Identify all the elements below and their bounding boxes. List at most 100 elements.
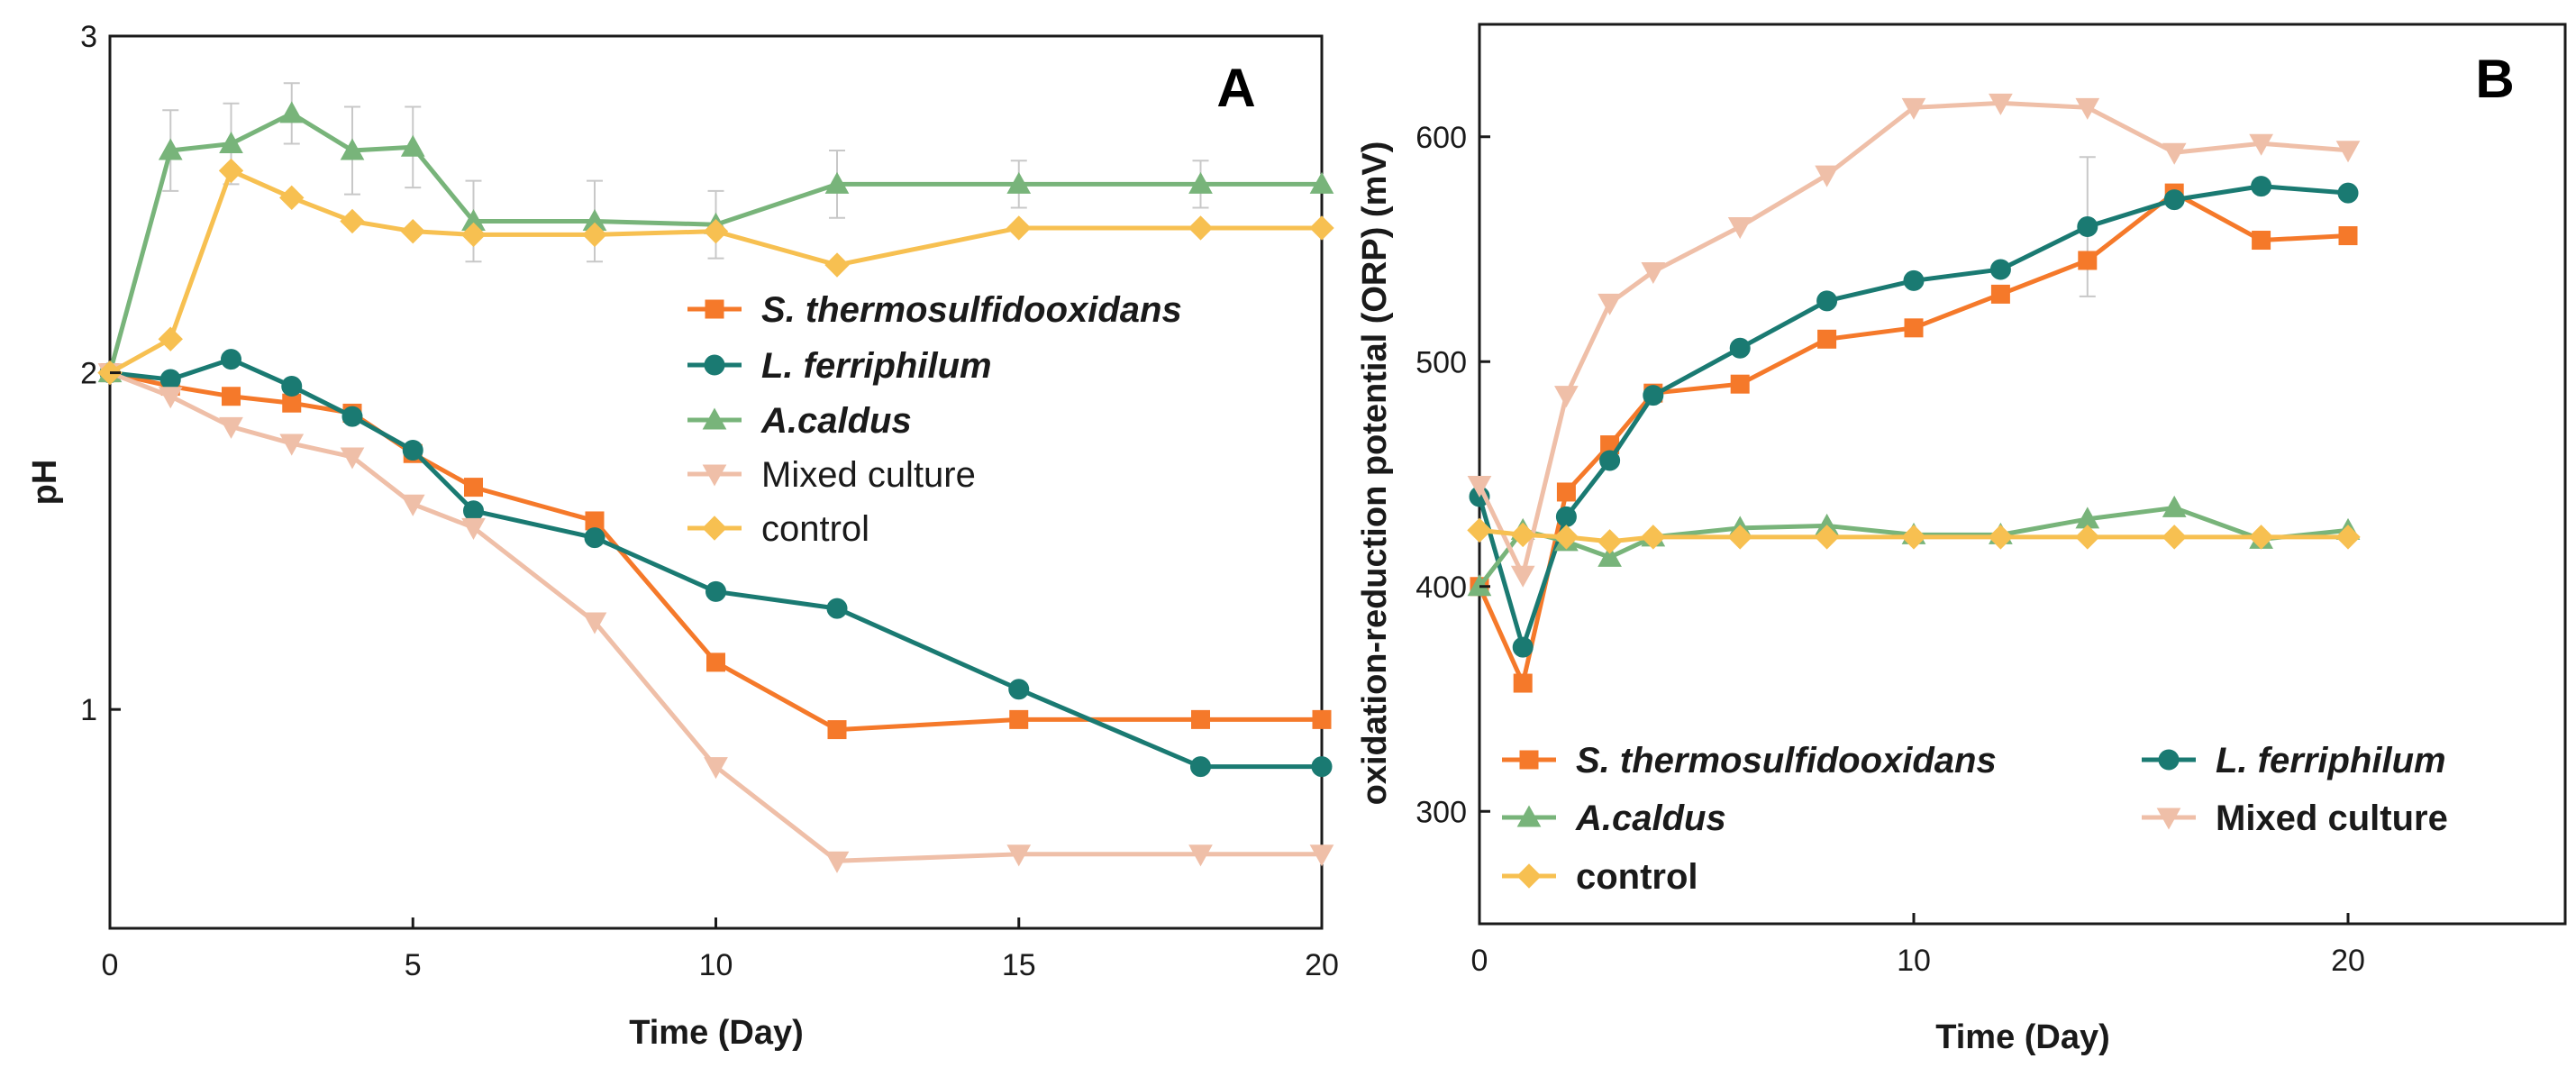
panel-a-data-point-mixed-culture	[340, 447, 365, 470]
panel-b-data-point-s-thermosulfidooxidans	[2252, 231, 2271, 251]
panel-b-data-point-s-thermosulfidooxidans	[1817, 329, 1837, 349]
panel-b-y-tick-label: 400	[1415, 570, 1467, 605]
panel-a-y-tick-label: 1	[80, 693, 97, 727]
panel-b-data-point-mixed-culture	[1815, 165, 1839, 187]
panel-b-frame	[1478, 23, 2567, 926]
panel-a-data-point-s-thermosulfidooxidans	[464, 478, 483, 497]
panel-b-data-point-l-ferriphilum	[2077, 216, 2098, 238]
panel-a-data-point-s-thermosulfidooxidans	[585, 511, 605, 531]
panel-b-data-point-control	[1727, 525, 1752, 550]
panel-b-y-tick-label: 600	[1415, 121, 1467, 155]
panel-a-x-tick-label: 0	[102, 948, 119, 982]
panel-b-legend-label-s-thermosulfidooxidans: S. thermosulfidooxidans	[1576, 741, 1997, 780]
panel-b-data-point-a-caldus	[1597, 544, 1622, 567]
panel-b-data-point-l-ferriphilum	[1512, 636, 1534, 658]
panel-b-data-point-control	[1597, 529, 1623, 554]
panel-a-data-point-a-caldus	[400, 134, 425, 157]
panel-a-data-point-a-caldus	[1309, 171, 1334, 194]
panel-a-data-point-s-thermosulfidooxidans	[1009, 709, 1029, 729]
panel-b-axes: 0 10 20 300 400 500 600	[1415, 121, 2365, 978]
panel-a-data-point-a-caldus	[1006, 171, 1032, 194]
panel-b-data-point-mixed-culture	[1467, 475, 1492, 498]
panel-a-legend-label-a-caldus: A.caldus	[760, 401, 912, 441]
panel-a-data-point-control	[218, 158, 244, 184]
panel-b-data-point-s-thermosulfidooxidans	[1556, 482, 1576, 502]
panel-a-data-point-l-ferriphilum	[705, 580, 726, 602]
panel-a-data-point-l-ferriphilum	[1008, 679, 1030, 700]
panel-a-x-tick-label: 20	[1305, 948, 1339, 982]
panel-b-y-tick-label: 500	[1415, 345, 1467, 379]
panel-b-data-point-l-ferriphilum	[1643, 385, 1664, 406]
panel-a-data-point-a-caldus	[158, 138, 183, 160]
panel-a-x-tick-label: 10	[699, 948, 733, 982]
panel-a-data-point-mixed-culture	[219, 416, 243, 439]
panel-b-data-point-mixed-culture	[2335, 141, 2361, 163]
panel-a-data-point-mixed-culture	[1309, 844, 1334, 867]
panel-b-data-point-s-thermosulfidooxidans	[1990, 284, 2010, 304]
panel-b-data-point-control	[2248, 525, 2274, 550]
panel-a-data-point-l-ferriphilum	[402, 440, 423, 461]
panel-a-data-point-l-ferriphilum	[826, 598, 848, 619]
panel-b-data-point-mixed-culture	[1554, 386, 1579, 408]
panel-b-y-axis-title: oxidation-reduction potential (ORP) (mV)	[1356, 141, 1394, 806]
panel-b-data-point-s-thermosulfidooxidans	[1513, 673, 1533, 693]
panel-a-data-point-l-ferriphilum	[584, 527, 605, 549]
panel-b-legend-label-mixed-culture: Mixed culture	[2216, 799, 2448, 838]
panel-b-data-point-a-caldus	[2162, 495, 2187, 517]
panel-a-legend-marker-mixed-culture	[702, 464, 727, 487]
panel-a-data-point-mixed-culture	[400, 494, 425, 516]
panel-b-data-point-l-ferriphilum	[1599, 450, 1621, 471]
panel-b-data-point-mixed-culture	[1641, 261, 1666, 284]
panel-a-label: A	[1216, 58, 1255, 118]
panel-a-legend-marker-a-caldus	[702, 407, 727, 430]
panel-b-data-point-s-thermosulfidooxidans	[1904, 318, 1924, 338]
panel-a-legend-label-l-ferriphilum: L. ferriphilum	[761, 346, 992, 386]
panel-b-data-point-mixed-culture	[1727, 217, 1752, 240]
panel-a-chart: 0 5 10 15 20 1 2 3 A Time (Day) pH S. thermosul…	[26, 20, 1339, 1052]
panel-b-data-point-l-ferriphilum	[2337, 182, 2359, 204]
panel-b-data-point-mixed-culture	[1989, 93, 2013, 115]
panel-b-label: B	[2475, 49, 2514, 109]
panel-b-legend-marker-control	[1516, 863, 1542, 889]
panel-a-data-point-control	[279, 185, 305, 211]
panel-b-data-point-s-thermosulfidooxidans	[2078, 251, 2098, 270]
panel-a-data-point-control	[824, 252, 850, 278]
panel-a-data-point-a-caldus	[824, 171, 850, 194]
panel-a-data-point-mixed-culture	[704, 757, 728, 780]
panel-a-data-point-l-ferriphilum	[281, 376, 303, 397]
panel-b-legend-marker-mixed-culture	[2156, 808, 2181, 830]
panel-a-x-axis-title: Time (Day)	[629, 1014, 804, 1052]
panel-a-legend-label-s-thermosulfidooxidans: S. thermosulfidooxidans	[761, 290, 1182, 330]
panel-a-x-tick-label: 5	[405, 948, 422, 982]
panel-b-data-point-l-ferriphilum	[2251, 176, 2272, 197]
panel-b-legend-label-control: control	[1576, 857, 1698, 897]
panel-b-y-tick-label: 300	[1415, 795, 1467, 829]
panel-b-x-tick-label: 20	[2331, 944, 2365, 978]
panel-b-data-point-control	[1901, 525, 1926, 550]
panel-a-legend-marker-l-ferriphilum	[704, 354, 725, 376]
panel-a-data-point-mixed-culture	[1188, 844, 1213, 867]
panel-a-data-point-control	[340, 208, 365, 234]
panel-a-data-point-control	[1309, 215, 1334, 241]
panel-a-data-point-l-ferriphilum	[1311, 756, 1333, 778]
panel-a-data-point-a-caldus	[279, 101, 305, 123]
panel-a-legend-marker-s-thermosulfidooxidans	[705, 299, 724, 319]
panel-a-data-point-l-ferriphilum	[1190, 756, 1211, 778]
panel-b-series-line-mixed-culture	[1477, 100, 2349, 578]
panel-a-plot-area	[97, 82, 1334, 873]
panel-a-legend-marker-control	[702, 516, 727, 541]
panel-b-data-point-l-ferriphilum	[2163, 189, 2185, 211]
panel-b-legend-marker-s-thermosulfidooxidans	[1519, 750, 1539, 770]
panel-a-data-point-l-ferriphilum	[221, 349, 241, 370]
panel-a-data-point-s-thermosulfidooxidans	[282, 393, 302, 413]
panel-a-data-point-mixed-culture	[461, 517, 486, 540]
panel-b-legend-marker-a-caldus	[1516, 805, 1542, 827]
panel-a-y-tick-label: 2	[80, 357, 97, 391]
panel-a-data-point-a-caldus	[219, 132, 243, 154]
panel-a-data-point-control	[703, 218, 729, 244]
panel-a-data-point-control	[460, 222, 487, 248]
panel-a-data-point-s-thermosulfidooxidans	[827, 720, 847, 740]
panel-b-data-point-control	[2162, 525, 2187, 550]
panel-a-data-point-l-ferriphilum	[341, 406, 363, 427]
